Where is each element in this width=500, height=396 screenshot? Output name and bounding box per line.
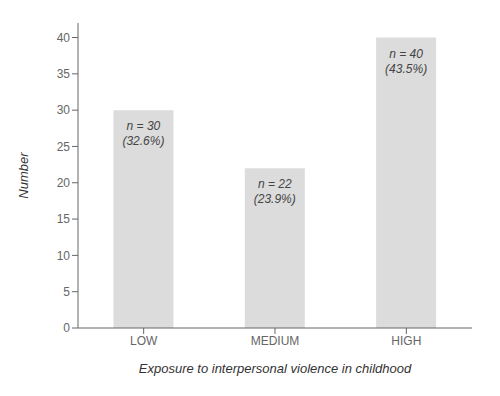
svg-text:30: 30 [57, 103, 71, 117]
svg-text:LOW: LOW [130, 334, 158, 348]
svg-text:20: 20 [57, 176, 71, 190]
svg-text:MEDIUM: MEDIUM [251, 334, 300, 348]
svg-text:Exposure to interpersonal viol: Exposure to interpersonal violence in ch… [139, 361, 412, 376]
svg-text:n = 30(32.6%): n = 30(32.6%) [122, 119, 164, 148]
svg-text:35: 35 [57, 67, 71, 81]
svg-text:n = 22(23.9%): n = 22(23.9%) [254, 177, 296, 206]
svg-text:n = 40(43.5%): n = 40(43.5%) [385, 47, 427, 76]
svg-text:40: 40 [57, 31, 71, 45]
svg-text:Number: Number [16, 152, 31, 199]
svg-text:5: 5 [63, 285, 70, 299]
svg-text:15: 15 [57, 212, 71, 226]
svg-text:10: 10 [57, 249, 71, 263]
svg-text:25: 25 [57, 140, 71, 154]
svg-text:HIGH: HIGH [391, 334, 421, 348]
svg-text:0: 0 [63, 321, 70, 335]
